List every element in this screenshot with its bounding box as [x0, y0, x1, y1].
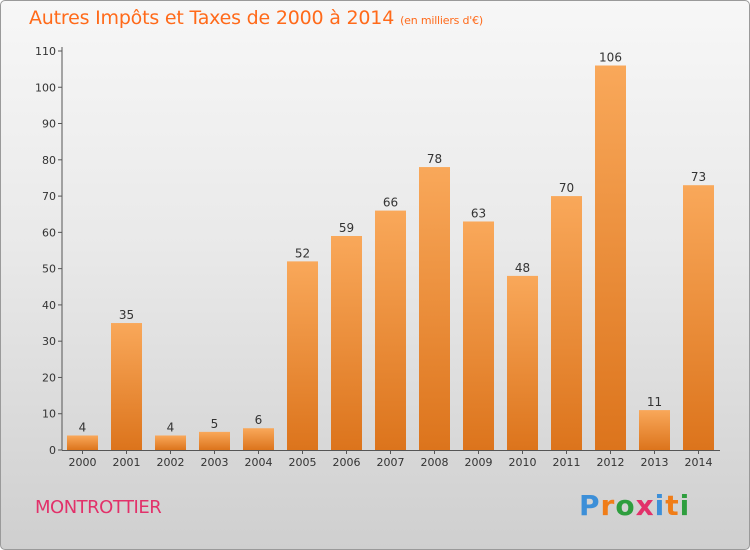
x-tick-label: 2002 — [157, 456, 185, 469]
y-tick-label: 0 — [49, 444, 56, 457]
data-label: 52 — [295, 246, 310, 260]
data-label: 78 — [427, 152, 442, 166]
y-tick-label: 60 — [42, 226, 56, 239]
data-label: 5 — [211, 417, 219, 431]
bars-layer — [67, 65, 714, 450]
y-tick-label: 10 — [42, 408, 56, 421]
y-tick-label: 110 — [35, 45, 56, 58]
bar — [639, 410, 670, 450]
x-tick-label: 2009 — [465, 456, 493, 469]
x-tick-label: 2014 — [685, 456, 713, 469]
x-tick-label: 2003 — [201, 456, 229, 469]
y-tick-label: 70 — [42, 190, 56, 203]
logo-letter: r — [600, 489, 616, 522]
bar — [111, 323, 142, 450]
bar — [463, 221, 494, 450]
data-label: 6 — [255, 413, 263, 427]
data-label: 4 — [79, 420, 87, 434]
data-label: 11 — [647, 395, 662, 409]
bar — [331, 235, 362, 450]
y-tick-label: 20 — [42, 371, 56, 384]
x-tick-label: 2012 — [597, 456, 625, 469]
chart-title-text: Autres Impôts et Taxes de 2000 à 2014 — [29, 7, 395, 29]
y-tick-label: 80 — [42, 154, 56, 167]
x-tick-label: 2008 — [421, 456, 449, 469]
logo-letter: i — [679, 489, 691, 522]
bar — [595, 65, 626, 450]
y-tick-label: 30 — [42, 335, 56, 348]
bar — [199, 431, 230, 450]
data-label: 48 — [515, 261, 530, 275]
logo-letter: o — [615, 489, 636, 522]
bar — [287, 261, 318, 450]
axis-layer: 0 10 20 30 40 50 60 70 80 90 100 110 2000 2001 2002 200… — [35, 45, 720, 469]
y-tick-label: 40 — [42, 299, 56, 312]
x-tick-label: 2011 — [553, 456, 581, 469]
data-label: 73 — [691, 170, 706, 184]
data-label: 35 — [119, 308, 134, 322]
bar — [67, 435, 98, 450]
data-label: 4 — [167, 420, 175, 434]
x-tick-label: 2001 — [113, 456, 141, 469]
logo-letter: x — [635, 489, 655, 522]
data-label: 59 — [339, 221, 354, 235]
data-label: 63 — [471, 206, 486, 220]
bar — [551, 196, 582, 450]
y-tick-label: 100 — [35, 81, 56, 94]
bar — [419, 167, 450, 450]
data-label: 106 — [599, 51, 622, 65]
bar — [683, 185, 714, 450]
proxiti-logo: Proxiti — [579, 489, 690, 522]
y-tick-label: 50 — [42, 263, 56, 276]
data-label: 66 — [383, 196, 398, 210]
chart-unit-note: (en milliers d'€) — [400, 14, 483, 27]
data-labels-layer: 4 35 4 5 6 52 59 66 78 63 48 70 106 11 73 — [79, 51, 706, 435]
x-tick-label: 2004 — [245, 456, 273, 469]
bar — [507, 275, 538, 450]
x-tick-label: 2000 — [69, 456, 97, 469]
logo-letter: t — [665, 489, 680, 522]
commune-name: MONTROTTIER — [35, 497, 162, 518]
x-tick-label: 2007 — [377, 456, 405, 469]
bar — [375, 210, 406, 450]
logo-letter: i — [654, 489, 666, 522]
bar — [155, 435, 186, 450]
x-tick-label: 2006 — [333, 456, 361, 469]
bar — [243, 428, 274, 450]
x-tick-label: 2013 — [641, 456, 669, 469]
data-label: 70 — [559, 181, 574, 195]
x-tick-label: 2005 — [289, 456, 317, 469]
x-tick-label: 2010 — [509, 456, 537, 469]
chart-title: Autres Impôts et Taxes de 2000 à 2014 (en… — [29, 7, 483, 29]
y-tick-label: 90 — [42, 118, 56, 131]
logo-letter: P — [579, 489, 601, 522]
